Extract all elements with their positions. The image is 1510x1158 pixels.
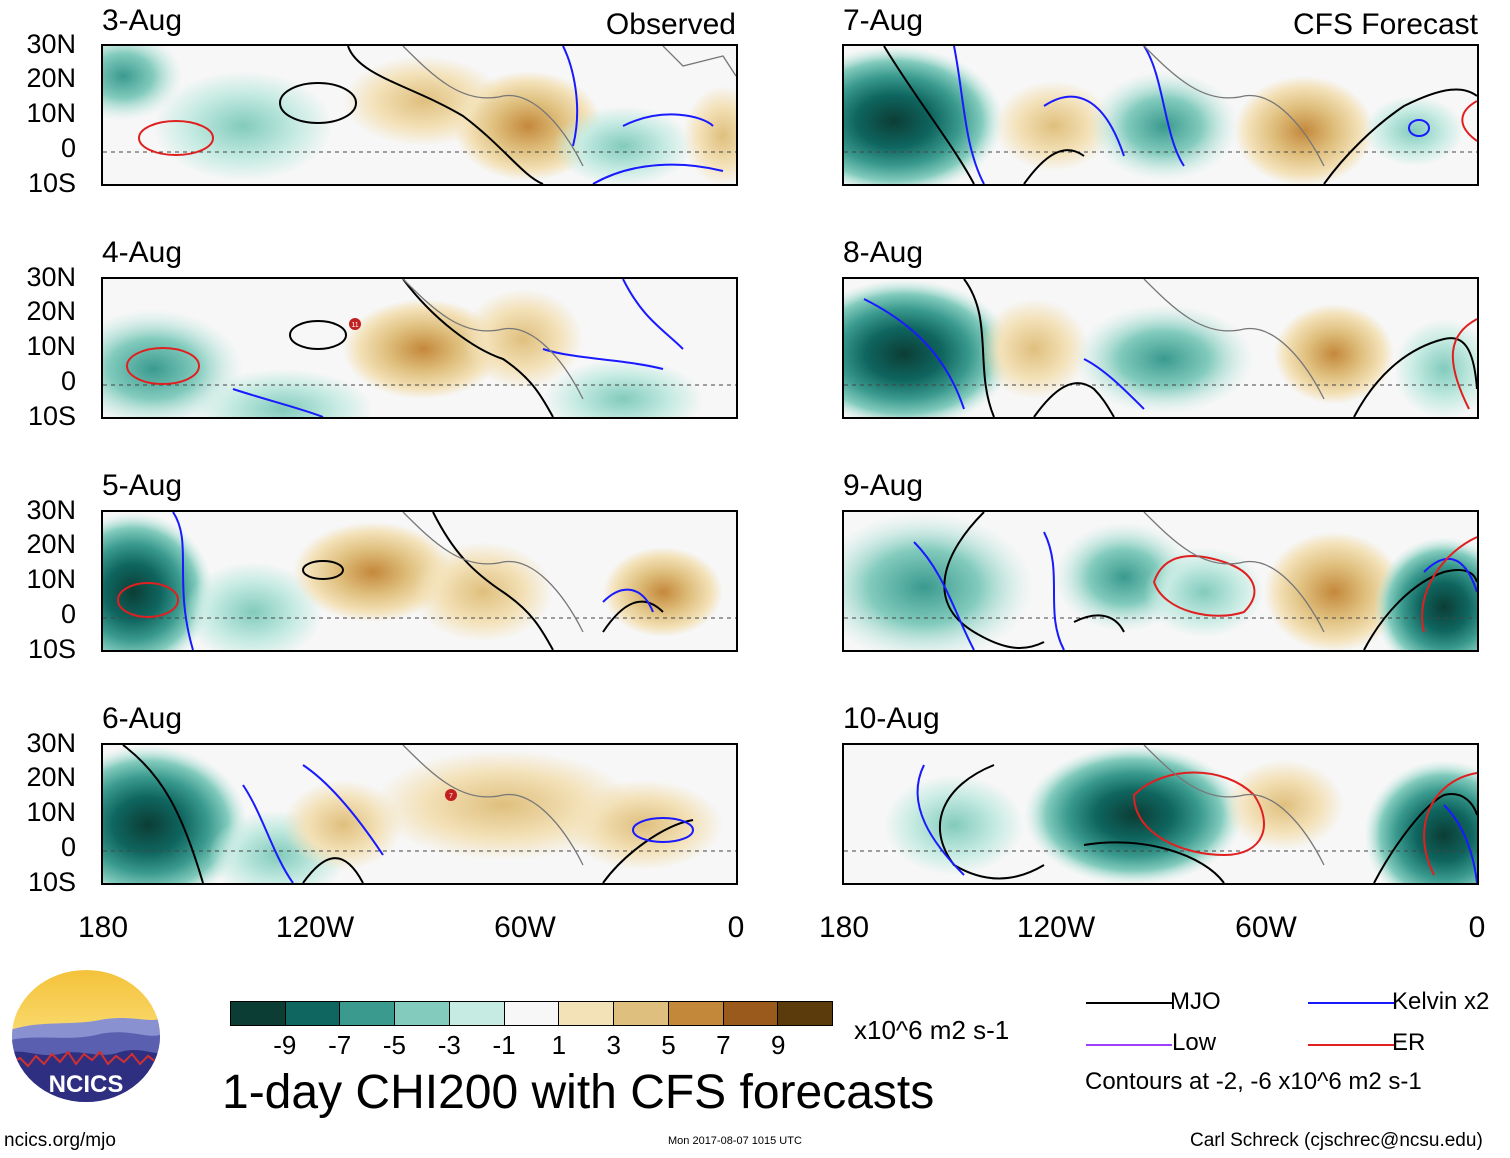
lat-label: 20N <box>26 63 76 93</box>
lat-label: 20N <box>26 762 76 792</box>
colorbar-swatch <box>722 1002 778 1025</box>
colorbar-swatch <box>503 1002 559 1025</box>
colorbar-tick-label: 3 <box>606 1030 621 1060</box>
map-panel-4aug: 11 <box>101 277 738 419</box>
colorbar-tick-label: -7 <box>328 1030 352 1060</box>
panel-date-10aug: 10-Aug <box>843 702 940 735</box>
lat-label: 0 <box>60 133 76 163</box>
panel-date-6aug: 6-Aug <box>102 702 183 735</box>
colorbar <box>230 1001 833 1026</box>
cfs-forecast-label: CFS Forecast <box>1292 8 1478 41</box>
legend-er-line <box>1308 1044 1394 1046</box>
lon-label-right-60w: 60W <box>1235 911 1297 944</box>
lat-label: 0 <box>60 599 76 629</box>
footer-timestamp: Mon 2017-08-07 1015 UTC <box>668 1135 802 1147</box>
lat-label: 10N <box>26 331 76 361</box>
footer-website: ncics.org/mjo <box>4 1130 116 1151</box>
colorbar-tick-label: 9 <box>770 1030 786 1060</box>
lat-label: 30N <box>26 29 76 59</box>
colorbar-tick-label: -3 <box>437 1030 461 1060</box>
lat-label: 10N <box>26 98 76 128</box>
svg-text:11: 11 <box>351 322 358 329</box>
colorbar-swatch <box>667 1002 723 1025</box>
legend-low-line <box>1086 1044 1172 1046</box>
lat-label: 10N <box>26 797 76 827</box>
storm-marker-icon <box>349 318 361 330</box>
lat-label: 30N <box>26 262 76 292</box>
colorbar-units: x10^6 m2 s-1 <box>854 1015 1010 1045</box>
legend-kelvin-line <box>1308 1002 1394 1004</box>
lat-label: 10S <box>27 401 76 431</box>
colorbar-swatch <box>339 1002 395 1025</box>
observed-label: Observed <box>605 8 736 41</box>
colorbar-tick-label: 7 <box>716 1030 731 1060</box>
map-panel-9aug <box>842 510 1479 652</box>
legend-er-label: ER <box>1392 1029 1426 1056</box>
legend-low-label: Low <box>1172 1029 1217 1056</box>
svg-text:7: 7 <box>449 793 453 800</box>
lat-label: 20N <box>26 529 76 559</box>
panel-date-5aug: 5-Aug <box>102 469 183 502</box>
colorbar-swatch <box>777 1002 833 1025</box>
lon-label-left-120w: 120W <box>275 911 355 944</box>
colorbar-swatch <box>613 1002 668 1025</box>
lat-label: 10S <box>27 168 76 198</box>
colorbar-swatch <box>394 1002 449 1025</box>
colorbar-tick-label: 1 <box>551 1030 567 1060</box>
lon-label-left-0: 0 <box>727 911 745 944</box>
lat-label: 0 <box>60 366 76 396</box>
colorbar-swatch <box>284 1002 340 1025</box>
colorbar-tick-label: -5 <box>382 1030 407 1060</box>
lat-label: 10S <box>27 867 76 897</box>
lat-label: 0 <box>60 832 76 862</box>
lon-label-right-180: 180 <box>818 911 870 944</box>
colorbar-ticks: -9 -7 -5 -3 -1 1 3 5 7 9 <box>230 1030 833 1060</box>
panel-date-9aug: 9-Aug <box>843 469 924 502</box>
map-panel-3aug <box>101 44 738 186</box>
lat-label: 30N <box>26 495 76 525</box>
lon-label-right-120w: 120W <box>1016 911 1096 944</box>
lat-label: 10N <box>26 564 76 594</box>
legend-mjo-line <box>1086 1002 1172 1004</box>
lon-label-left-180: 180 <box>77 911 129 944</box>
map-panel-5aug <box>101 510 738 652</box>
ncics-logo: NCICS <box>10 968 162 1104</box>
colorbar-swatch <box>448 1002 504 1025</box>
panel-date-3aug: 3-Aug <box>102 4 183 37</box>
map-panel-6aug: 7 <box>101 743 738 885</box>
panel-date-8aug: 8-Aug <box>843 236 924 269</box>
colorbar-swatch <box>558 1002 614 1025</box>
lat-label: 10S <box>27 634 76 664</box>
contours-note: Contours at -2, -6 x10^6 m2 s-1 <box>1085 1068 1422 1095</box>
panel-date-4aug: 4-Aug <box>102 236 183 269</box>
colorbar-tick-label: 5 <box>661 1030 676 1060</box>
map-panel-7aug <box>842 44 1479 186</box>
lon-label-right-0: 0 <box>1468 911 1486 944</box>
legend-mjo-label: MJO <box>1170 988 1221 1015</box>
map-panel-10aug <box>842 743 1479 885</box>
colorbar-tick-label: -1 <box>492 1030 516 1060</box>
footer-author: Carl Schreck (cjschrec@ncsu.edu) <box>1190 1130 1483 1151</box>
figure-title: 1-day CHI200 with CFS forecasts <box>222 1066 935 1119</box>
panel-date-7aug: 7-Aug <box>843 4 924 37</box>
colorbar-tick-label: -9 <box>273 1030 297 1060</box>
storm-marker-icon <box>445 789 457 801</box>
lat-label: 30N <box>26 728 76 758</box>
lon-label-left-60w: 60W <box>494 911 556 944</box>
lat-label: 20N <box>26 296 76 326</box>
ncics-logo-text: NCICS <box>49 1071 124 1098</box>
colorbar-swatch <box>231 1002 285 1025</box>
map-panel-8aug <box>842 277 1479 419</box>
legend-kelvin-label: Kelvin x2 <box>1392 988 1490 1015</box>
